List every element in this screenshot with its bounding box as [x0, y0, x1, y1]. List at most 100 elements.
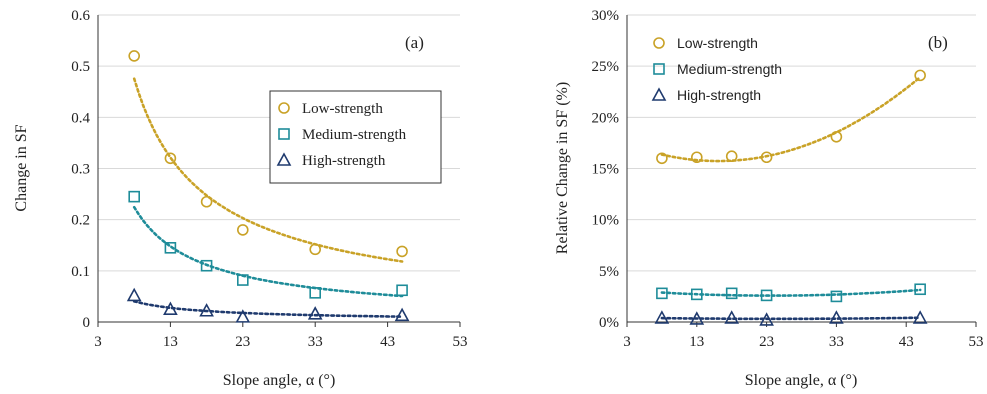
ytick-label-b: 5%: [599, 264, 619, 280]
trendline-b-triangle: [660, 316, 922, 321]
data-point-b-triangle: [759, 312, 774, 326]
xtick-label-b: 23: [759, 334, 774, 350]
legend-marker-b-circle: [653, 37, 665, 49]
data-point-a-circle: [396, 245, 408, 258]
data-point-b-triangle: [829, 310, 844, 324]
ytick-label-a: 0.5: [71, 59, 90, 75]
ytick-label-a: 0: [83, 315, 91, 331]
ytick-labels-a: 0 0.1 0.2 0.3 0.4 0.5 0.6: [71, 8, 90, 331]
data-point-b-circle: [656, 152, 668, 165]
data-point-a-square: [237, 274, 249, 286]
panel-a: 0 0.1 0.2 0.3 0.4 0.5 0.6 3 13 23 33 43 53 (a) Slop…: [13, 8, 468, 389]
data-point-a-circle: [237, 224, 249, 236]
data-point-a-circle: [200, 195, 213, 208]
legend-marker-b-square: [653, 63, 665, 75]
legend-label-a: Medium-strength: [302, 127, 407, 143]
y-axis-title-a: Change in SF: [13, 124, 30, 211]
data-point-b-circle: [690, 151, 703, 164]
trendline-b-circle: [660, 75, 922, 163]
data-point-a-triangle: [126, 287, 142, 302]
ytick-label-b: 0%: [599, 315, 619, 331]
xtick-label-b: 43: [899, 334, 914, 350]
ytick-label-b: 20%: [592, 110, 620, 126]
trendline-b-square: [660, 288, 922, 297]
data-point-a-square: [128, 190, 140, 203]
legend-b: Low-strength Medium-strength High-strength: [651, 35, 782, 103]
data-point-b-circle: [725, 150, 738, 163]
xtick-label-a: 3: [94, 334, 102, 350]
legend-label-b: Low-strength: [677, 35, 758, 51]
trendline-a-square: [132, 205, 404, 298]
legend-label-b: Medium-strength: [677, 61, 782, 77]
ytick-label-a: 0.4: [71, 110, 90, 126]
trendlines-a: [132, 77, 404, 318]
xtick-label-b: 3: [623, 334, 631, 350]
markers-a: [126, 50, 410, 323]
ytick-label-b: 15%: [592, 162, 620, 178]
trendline-a-triangle: [132, 300, 404, 318]
markers-b: [654, 69, 928, 326]
xtick-labels-a: 3 13 23 33 43 53: [94, 334, 467, 350]
ytick-label-b: 30%: [592, 8, 620, 24]
xtick-label-b: 13: [689, 334, 704, 350]
xticks-b: [626, 322, 977, 327]
ytick-labels-b: 0% 5% 10% 15% 20% 25% 30%: [592, 8, 620, 331]
legend-label-a: Low-strength: [302, 101, 383, 117]
data-point-b-circle: [830, 130, 843, 143]
trendlines-b: [660, 75, 922, 321]
ytick-label-a: 0.1: [71, 264, 90, 280]
xtick-label-b: 53: [969, 334, 984, 350]
data-point-a-triangle: [163, 301, 178, 316]
legend-entries-b: Low-strength Medium-strength High-strength: [651, 35, 782, 103]
data-point-b-triangle: [724, 310, 740, 324]
panel-label-a: (a): [405, 33, 424, 52]
data-point-a-square: [200, 259, 213, 272]
trendline-a-circle: [132, 77, 404, 263]
ytick-label-b: 10%: [592, 213, 620, 229]
legend-frame-a: [269, 90, 442, 184]
data-point-b-square: [725, 287, 738, 300]
x-axis-title-a: Slope angle, α (°): [223, 372, 336, 389]
xtick-label-a: 43: [380, 334, 395, 350]
data-point-b-square: [914, 283, 926, 296]
ytick-label-a: 0.6: [71, 8, 90, 24]
panel-label-b: (b): [928, 33, 948, 52]
data-point-a-triangle: [199, 303, 214, 317]
data-point-a-circle: [164, 152, 177, 165]
legend-label-a: High-strength: [302, 153, 386, 169]
legend-marker-b-triangle: [651, 87, 667, 101]
legend-marker-a-triangle: [276, 152, 292, 166]
data-point-b-square: [656, 287, 668, 300]
data-point-b-circle: [914, 69, 926, 82]
panel-b: 0% 5% 10% 15% 20% 25% 30% 3 13 23 33 43 53 (b) Slop…: [554, 8, 984, 389]
xtick-labels-b: 3 13 23 33 43 53: [623, 334, 983, 350]
gridlines-b: [627, 14, 976, 272]
ytick-label-b: 25%: [592, 59, 620, 75]
legend-marker-a-circle: [278, 102, 290, 114]
x-axis-title-b: Slope angle, α (°): [745, 372, 858, 389]
data-point-b-square: [760, 289, 773, 302]
data-point-a-square: [164, 242, 177, 254]
data-point-b-circle: [760, 151, 773, 164]
data-point-a-triangle: [235, 309, 251, 323]
ytick-label-a: 0.3: [71, 162, 90, 178]
data-point-b-triangle: [689, 311, 705, 325]
legend-a: Low-strength Medium-strength High-strength: [269, 90, 442, 184]
data-point-a-square: [309, 287, 322, 299]
data-point-a-triangle: [307, 306, 323, 320]
xticks-a: [97, 322, 461, 327]
data-point-b-square: [690, 288, 703, 301]
xtick-label-a: 53: [453, 334, 468, 350]
legend-marker-a-square: [278, 128, 290, 140]
xtick-label-b: 33: [829, 334, 844, 350]
legend-label-b: High-strength: [677, 87, 761, 103]
legend-entries-a: Low-strength Medium-strength High-strength: [276, 101, 407, 169]
data-point-a-circle: [309, 243, 322, 256]
data-point-a-circle: [128, 50, 140, 62]
xtick-label-a: 23: [235, 334, 250, 350]
y-axis-title-b: Relative Change in SF (%): [554, 82, 571, 254]
data-point-a-square: [396, 284, 408, 297]
ytick-label-a: 0.2: [71, 213, 90, 229]
data-point-b-square: [830, 290, 843, 303]
